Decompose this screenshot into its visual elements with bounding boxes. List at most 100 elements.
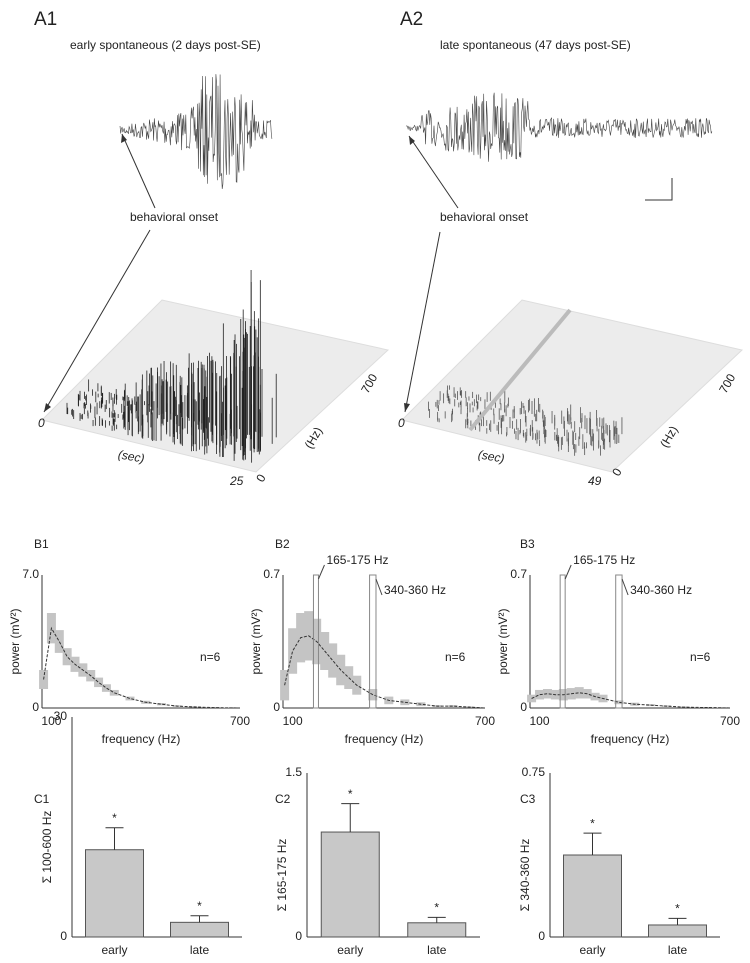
x-tick-label: 100 bbox=[530, 714, 550, 728]
mean-line bbox=[43, 626, 241, 709]
arrow-head bbox=[409, 136, 415, 145]
annotation: n=6 bbox=[445, 650, 466, 664]
y-axis-label: power (mV²) bbox=[496, 608, 510, 674]
x-tick-label: late bbox=[190, 943, 210, 957]
axis-label: 0 bbox=[253, 471, 269, 484]
axis-label: 0 bbox=[38, 416, 45, 430]
bar bbox=[85, 849, 144, 938]
x-axis-label: frequency (Hz) bbox=[345, 732, 424, 746]
spectrogram-floor bbox=[401, 299, 744, 473]
significance-marker: * bbox=[590, 816, 595, 830]
y-tick-label: 0.75 bbox=[522, 765, 546, 779]
axis-label: 25 bbox=[229, 474, 244, 488]
y-tick-label: 0.7 bbox=[263, 567, 280, 581]
panel-label: C2 bbox=[275, 792, 291, 806]
panel-label: C1 bbox=[34, 792, 50, 806]
y-tick-label: 0 bbox=[60, 929, 67, 943]
annotation: behavioral onset bbox=[130, 210, 219, 224]
y-axis-label: Σ 340-360 Hz bbox=[518, 839, 532, 912]
mean-line bbox=[531, 692, 731, 709]
y-tick-label: 0 bbox=[273, 700, 280, 714]
significance-marker: * bbox=[675, 902, 680, 916]
bar bbox=[170, 921, 229, 938]
y-tick-label: 0 bbox=[520, 700, 527, 714]
band-label: 165-175 Hz bbox=[326, 553, 388, 567]
y-tick-label: 0 bbox=[538, 929, 545, 943]
y-axis-label: power (mV²) bbox=[8, 608, 22, 674]
y-tick-label: 1.5 bbox=[285, 765, 302, 779]
axis-label: (Hz) bbox=[302, 425, 325, 452]
significance-marker: * bbox=[112, 811, 117, 825]
bar bbox=[648, 924, 707, 938]
panel-label: C3 bbox=[520, 792, 536, 806]
leader-line bbox=[318, 564, 325, 580]
y-tick-label: 0 bbox=[32, 700, 39, 714]
band-label: 340-360 Hz bbox=[630, 583, 692, 597]
y-axis-label: Σ 165-175 Hz bbox=[275, 839, 289, 912]
axis-label: (Hz) bbox=[657, 423, 680, 450]
panel-title: late spontaneous (47 days post-SE) bbox=[440, 38, 631, 52]
eeg-trace bbox=[405, 92, 713, 162]
mean-line bbox=[284, 635, 486, 709]
arrow bbox=[121, 133, 156, 209]
panel-label: B3 bbox=[520, 537, 535, 551]
panel-label: A1 bbox=[34, 9, 57, 30]
panel-label: A2 bbox=[400, 9, 423, 30]
axis-label: 0 bbox=[398, 416, 405, 430]
y-tick-label: 30 bbox=[54, 709, 68, 723]
spectrogram-floor bbox=[41, 299, 390, 473]
y-tick-label: 0 bbox=[295, 929, 302, 943]
panel-label: B2 bbox=[275, 537, 290, 551]
frequency-band bbox=[369, 574, 377, 709]
x-axis-label: frequency (Hz) bbox=[591, 732, 670, 746]
leader-line bbox=[375, 578, 383, 596]
significance-marker: * bbox=[348, 787, 353, 801]
bar bbox=[563, 854, 622, 938]
y-axis-label: Σ 100-600 Hz bbox=[40, 811, 54, 884]
significance-marker: * bbox=[434, 900, 439, 914]
y-tick-label: 0.7 bbox=[510, 567, 527, 581]
arrow bbox=[408, 135, 459, 209]
spectrogram bbox=[428, 308, 623, 456]
frequency-band bbox=[312, 574, 319, 709]
frequency-band bbox=[559, 574, 566, 709]
significance-marker: * bbox=[197, 899, 202, 913]
band-label: 165-175 Hz bbox=[573, 553, 635, 567]
axis-label: (sec) bbox=[477, 447, 506, 465]
spectrogram-ridge bbox=[468, 308, 572, 432]
annotation: n=6 bbox=[200, 650, 221, 664]
x-tick-label: 100 bbox=[283, 714, 303, 728]
y-axis-label: power (mV²) bbox=[249, 608, 263, 674]
scale-bar bbox=[645, 178, 673, 201]
panel-title: early spontaneous (2 days post-SE) bbox=[70, 38, 261, 52]
x-tick-label: late bbox=[668, 943, 688, 957]
x-tick-label: 700 bbox=[230, 714, 250, 728]
leader-line bbox=[621, 578, 629, 596]
axis-label: 49 bbox=[588, 474, 602, 488]
x-tick-label: 100 bbox=[41, 714, 61, 728]
annotation: n=6 bbox=[690, 650, 711, 664]
trace-line bbox=[119, 74, 273, 189]
x-tick-label: late bbox=[427, 943, 447, 957]
arrow-head bbox=[404, 403, 410, 412]
frequency-band bbox=[615, 574, 623, 709]
axis-label: (sec) bbox=[117, 447, 146, 465]
x-tick-label: early bbox=[337, 943, 363, 957]
trace-line bbox=[405, 92, 713, 162]
arrow bbox=[404, 231, 441, 413]
x-tick-label: 700 bbox=[475, 714, 495, 728]
arrow-head bbox=[44, 403, 51, 412]
x-tick-label: early bbox=[579, 943, 605, 957]
annotation: behavioral onset bbox=[440, 210, 529, 224]
arrow bbox=[43, 229, 151, 413]
y-tick-label: 7.0 bbox=[22, 567, 39, 581]
x-tick-label: early bbox=[101, 943, 127, 957]
spectrogram bbox=[66, 270, 277, 463]
x-axis-label: frequency (Hz) bbox=[102, 732, 181, 746]
bar bbox=[320, 831, 380, 938]
axis-label: 700 bbox=[716, 371, 738, 396]
eeg-trace bbox=[119, 74, 273, 189]
arrow-head bbox=[121, 134, 127, 143]
x-tick-label: 700 bbox=[720, 714, 740, 728]
